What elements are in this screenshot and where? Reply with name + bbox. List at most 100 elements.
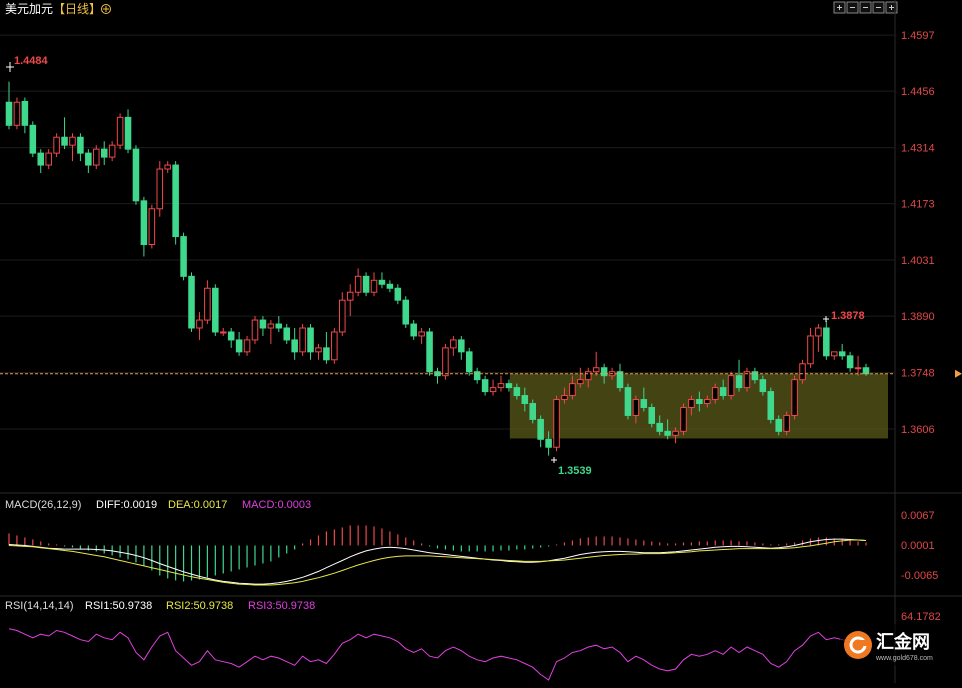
candle: [632, 395, 640, 424]
candle: [640, 387, 648, 412]
rsi-line: [8, 628, 866, 681]
period-add-icon[interactable]: [101, 4, 111, 14]
candle: [386, 280, 394, 293]
candle: [569, 375, 576, 400]
candle: [672, 427, 679, 444]
candle: [807, 328, 814, 368]
fit-icon[interactable]: [846, 1, 859, 14]
price-axis-label: 1.4597: [901, 30, 935, 42]
candle: [331, 328, 338, 364]
candle: [830, 351, 838, 360]
candle: [29, 121, 37, 158]
price-axis-label: 1.4314: [901, 143, 935, 155]
candle: [235, 331, 243, 356]
candle: [227, 328, 235, 348]
macd-axis-label: 0.0001: [901, 540, 935, 552]
candle: [61, 117, 68, 150]
candle: [243, 335, 251, 356]
last-price-marker: [955, 369, 962, 378]
price-axis-label: 1.3890: [901, 311, 935, 323]
macd-dea-line: [8, 539, 867, 586]
macd-label: MACD(26,12,9): [5, 499, 81, 511]
candle: [116, 113, 124, 150]
candle: [45, 149, 52, 170]
candle: [553, 395, 560, 452]
low-annotation: 1.3539: [551, 457, 592, 477]
candle: [854, 355, 862, 376]
candle: [124, 109, 132, 154]
macd-diff-line: [8, 538, 867, 585]
recent-high-annotation: 1.3878: [823, 310, 865, 322]
candle: [505, 379, 513, 392]
macd-dea-value: DEA:0.0017: [168, 499, 227, 511]
candle: [846, 351, 854, 372]
brand-name: 汇金网: [876, 631, 930, 652]
macd-axis-label: -0.0065: [901, 570, 938, 582]
candle: [584, 367, 592, 388]
candle: [711, 383, 719, 404]
candle: [719, 379, 727, 400]
candle: [743, 367, 751, 392]
candle: [537, 415, 544, 448]
high-annotation: 1.4484: [6, 55, 49, 72]
candle: [656, 415, 663, 436]
price-axis-label: 1.4173: [901, 199, 935, 211]
candle: [759, 375, 767, 396]
candle: [458, 335, 465, 360]
candle: [465, 347, 473, 376]
price-axis-label: 1.4456: [901, 86, 935, 98]
candle: [5, 81, 13, 130]
candle: [362, 272, 370, 297]
candle: [196, 312, 203, 340]
candle: [394, 284, 402, 305]
candle: [378, 272, 386, 289]
candle: [251, 316, 259, 344]
candle: [767, 387, 775, 424]
rsi1-value: RSI1:50.9738: [85, 600, 152, 612]
candle: [85, 149, 92, 173]
candle: [315, 343, 322, 360]
candle: [291, 328, 298, 360]
candle: [521, 387, 529, 412]
macd-diff-value: DIFF:0.0019: [96, 499, 157, 511]
macd-axis-label: 0.0067: [901, 510, 935, 522]
ruler-icon[interactable]: [872, 1, 885, 14]
candle: [354, 268, 362, 297]
macd-macd-value: MACD:0.0003: [242, 499, 311, 511]
candle: [204, 280, 211, 325]
candle: [815, 324, 822, 352]
candle: [473, 367, 481, 384]
candle: [410, 320, 417, 340]
candle: [751, 367, 759, 384]
candle: [307, 324, 314, 360]
candle: [37, 149, 45, 173]
candle: [148, 204, 156, 249]
candle: [688, 395, 695, 416]
add-icon[interactable]: [885, 1, 898, 14]
price-axis-label: 1.3748: [901, 368, 935, 380]
candle: [370, 272, 378, 297]
candle: [418, 328, 425, 344]
candle: [799, 359, 806, 384]
candle: [180, 232, 187, 281]
play-icon[interactable]: [859, 1, 872, 14]
candle: [156, 161, 164, 217]
candle: [339, 292, 346, 336]
candle: [275, 316, 283, 332]
crosshair-icon[interactable]: [833, 1, 846, 14]
rsi-axis-top: 64.1782: [901, 611, 941, 623]
candle: [13, 97, 21, 130]
low-label: 1.3539: [558, 465, 592, 477]
candle: [442, 343, 449, 380]
candle: [648, 403, 656, 428]
period-label[interactable]: 【日线】: [53, 2, 101, 16]
candle: [259, 316, 267, 336]
candle: [172, 161, 179, 245]
candle: [100, 141, 108, 166]
candle: [402, 296, 410, 328]
candle: [481, 375, 489, 396]
candle: [783, 411, 790, 436]
candle: [323, 331, 330, 364]
candle: [616, 363, 624, 392]
